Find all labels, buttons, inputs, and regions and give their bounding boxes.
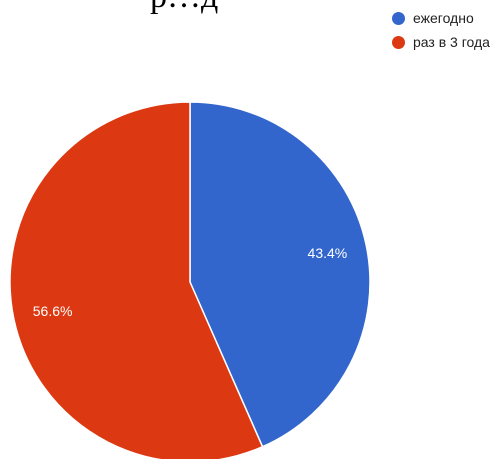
pie-slice-raz-v-3-goda [9, 101, 264, 459]
legend-swatch-ezhegodno [392, 11, 405, 25]
slice-label-raz-v-3-goda: 56.6% [33, 303, 73, 319]
chart-title: р…д [150, 0, 218, 16]
legend-label-raz-v-3-goda: раз в 3 года [413, 34, 490, 50]
legend-item-ezhegodno: ежегодно [392, 6, 490, 30]
slice-label-ezhegodno: 43.4% [308, 245, 348, 261]
pie-slice-ezhegodno [189, 101, 371, 448]
legend-label-ezhegodno: ежегодно [413, 10, 474, 26]
legend-swatch-raz-v-3-goda [392, 35, 405, 49]
legend-item-raz-v-3-goda: раз в 3 года [392, 30, 490, 54]
legend: ежегодно раз в 3 года [392, 6, 490, 54]
